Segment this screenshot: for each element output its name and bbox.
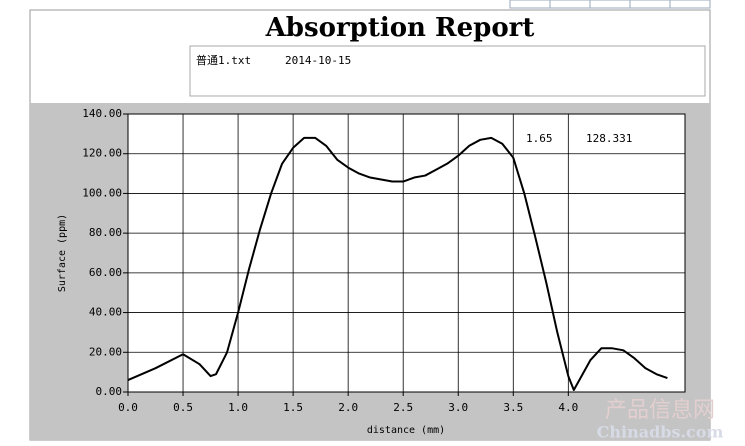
y-tick-label: 20.00	[89, 345, 122, 358]
x-tick-label: 1.0	[228, 401, 248, 414]
report-date: 2014-10-15	[285, 54, 351, 67]
x-tick-label: 3.5	[503, 401, 523, 414]
x-tick-label: 2.5	[393, 401, 413, 414]
watermark-url: Chinadbs.com	[597, 423, 724, 442]
y-tick-label: 120.00	[82, 147, 122, 160]
chart-title: Absorption Report	[265, 13, 535, 43]
y-tick-label: 140.00	[82, 107, 122, 120]
y-tick-label: 80.00	[89, 226, 122, 239]
y-tick-label: 0.00	[96, 385, 123, 398]
y-tick-label: 100.00	[82, 186, 122, 199]
plot: 0.00 20.00 40.00 60.00 80.00 100.00 120.00 140.…	[82, 107, 685, 414]
y-tick-label: 60.00	[89, 266, 122, 279]
x-tick-label: 1.5	[283, 401, 303, 414]
x-tick-label: 2.0	[338, 401, 358, 414]
x-tick-label: 4.0	[558, 401, 578, 414]
header-cell-row	[509, 0, 711, 9]
watermark: 产品信息网	[605, 398, 715, 423]
file-name: 普通1.txt	[196, 53, 251, 67]
info-box	[189, 45, 706, 97]
x-axis-label: distance (mm)	[367, 425, 445, 436]
x-tick-label: 0.5	[173, 401, 193, 414]
data-line	[127, 136, 668, 392]
y-tick-label: 40.00	[89, 306, 122, 319]
x-tick-label: 0.0	[118, 401, 138, 414]
cursor-x: 1.65	[526, 132, 553, 145]
x-tick-label: 3.0	[448, 401, 468, 414]
cursor-y: 128.331	[586, 132, 632, 145]
header-cells	[509, 0, 711, 9]
y-axis-label: Surface (ppm)	[57, 214, 68, 292]
plot-area	[127, 113, 686, 393]
